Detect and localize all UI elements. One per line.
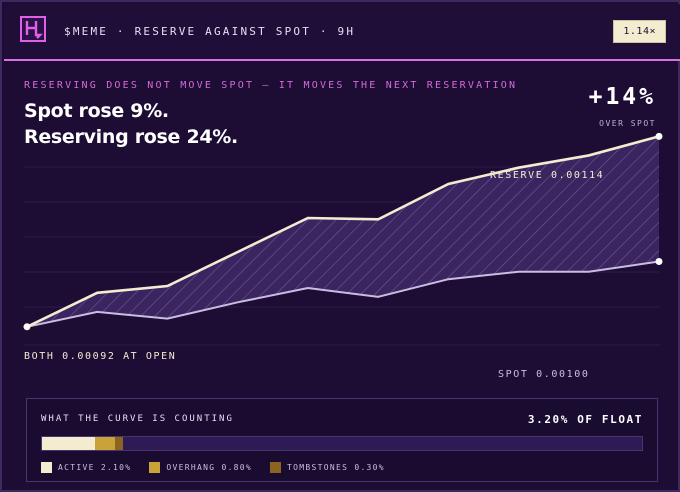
legend-label: OVERHANG 0.80% [166, 463, 253, 472]
legend-swatch [270, 462, 282, 473]
legend-item: ACTIVE 2.10% [41, 462, 131, 473]
reserve-line [26, 135, 660, 328]
legend-label: ACTIVE 2.10% [58, 463, 132, 472]
headline: Spot rose 9%. Reserving rose 24%. [24, 98, 238, 150]
legend-item: OVERHANG 0.80% [149, 462, 252, 473]
float-bar [41, 436, 643, 451]
panel-total: 3.20% OF FLOAT [527, 413, 643, 426]
headline-line-1: Spot rose 9%. [24, 100, 169, 122]
float-breakdown-panel: WHAT THE CURVE IS COUNTING 3.20% OF FLOA… [26, 398, 658, 482]
spot-end-point [655, 258, 663, 266]
reserve-vs-spot-chart [23, 132, 663, 346]
change-value: +14% [588, 84, 656, 110]
spot-line [26, 260, 660, 328]
float-legend: ACTIVE 2.10% OVERHANG 0.80% TOMBSTONES 0.3… [41, 462, 385, 473]
reserve-end-label: RESERVE 0.00114 [490, 170, 605, 181]
float-segment-2 [94, 437, 116, 450]
legend-label: TOMBSTONES 0.30% [287, 463, 385, 472]
ratio-badge[interactable]: 1.14× [613, 20, 666, 43]
headline-line-2: Reserving rose 24%. [24, 126, 238, 148]
change-caption: OVER SPOT [599, 119, 656, 128]
float-segment-1 [42, 437, 95, 450]
legend-swatch [41, 462, 52, 473]
open-point [23, 323, 31, 331]
logo-glyph [25, 21, 43, 39]
reserve-end-point [655, 132, 663, 140]
gap-band [27, 136, 659, 327]
spot-end-label: SPOT 0.00100 [498, 369, 590, 380]
float-segment-3 [115, 437, 123, 450]
logo-icon[interactable] [20, 16, 46, 42]
header-title: $MEME · RESERVE AGAINST SPOT · 9H [64, 25, 356, 38]
open-label: BOTH 0.00092 AT OPEN [24, 351, 177, 362]
legend-swatch [149, 462, 161, 473]
header: $MEME · RESERVE AGAINST SPOT · 9H 1.14× [4, 4, 680, 61]
legend-item: TOMBSTONES 0.30% [270, 462, 385, 473]
kicker-text: RESERVING DOES NOT MOVE SPOT — IT MOVES … [24, 80, 518, 91]
panel-title: WHAT THE CURVE IS COUNTING [41, 414, 234, 424]
